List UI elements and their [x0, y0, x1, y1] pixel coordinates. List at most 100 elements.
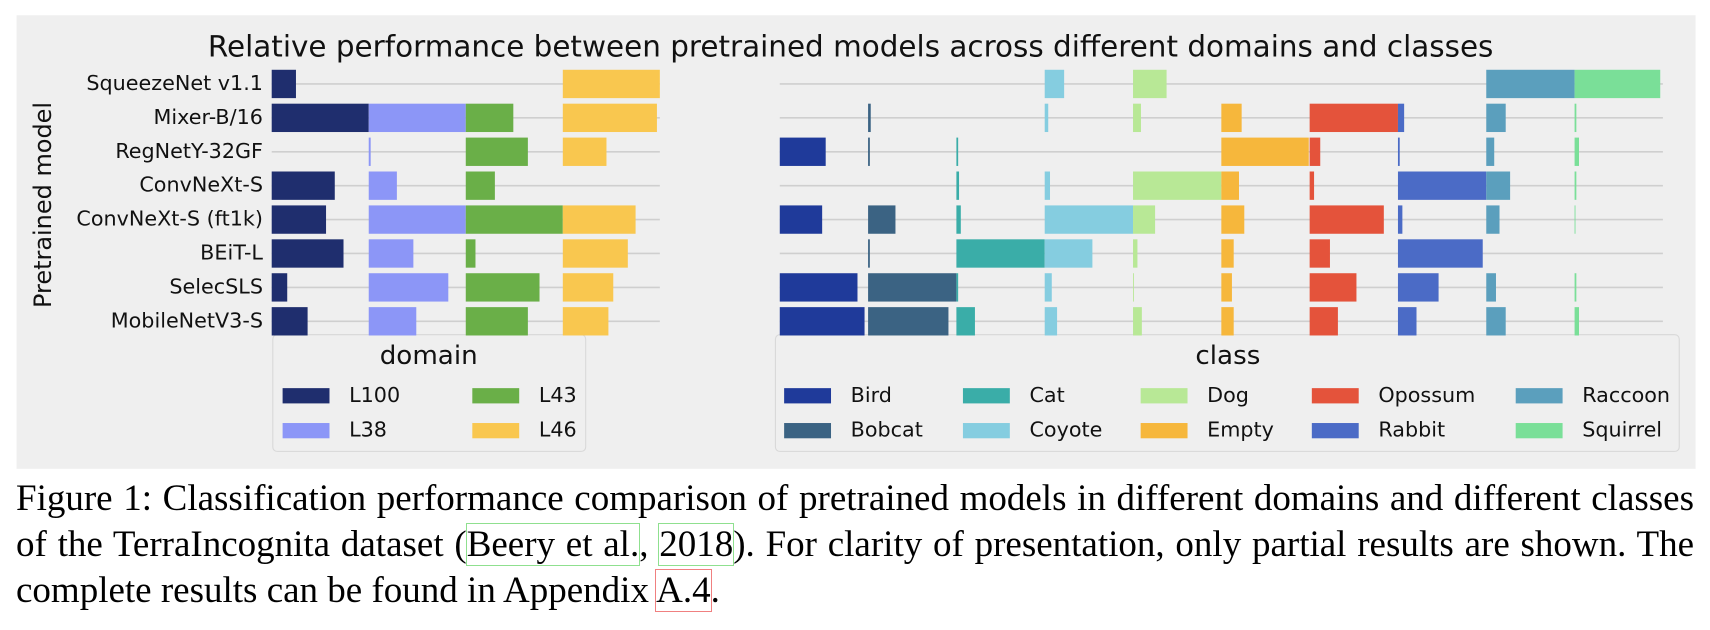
y-tick-label: SelecSLS — [169, 274, 263, 298]
bar — [1221, 307, 1234, 336]
legend-swatch — [1515, 423, 1563, 439]
y-tick-label: BEiT-L — [200, 240, 263, 264]
bar — [868, 273, 957, 302]
legend-swatch — [282, 388, 330, 404]
bar — [368, 137, 371, 166]
bar — [1133, 205, 1156, 234]
bar — [1486, 205, 1500, 234]
bar — [1309, 239, 1330, 268]
bar — [1044, 103, 1049, 133]
bar — [1133, 273, 1134, 302]
bar — [1397, 239, 1483, 268]
bar — [1397, 171, 1487, 200]
y-tick-label: Mixer-B/16 — [154, 105, 263, 129]
bar — [562, 137, 607, 166]
bar — [1221, 273, 1232, 302]
bar — [1397, 103, 1405, 133]
bar — [1574, 273, 1577, 302]
bar — [956, 307, 975, 336]
bar — [1486, 103, 1506, 133]
bar — [868, 205, 896, 234]
bar — [779, 307, 865, 336]
bar — [465, 103, 514, 133]
bar — [1574, 205, 1576, 234]
bar — [868, 307, 949, 336]
bar — [1397, 273, 1439, 302]
legend-swatch — [282, 423, 330, 439]
legend-label: Rabbit — [1378, 418, 1445, 442]
bar — [1397, 307, 1417, 336]
bar — [1044, 205, 1134, 234]
bar — [465, 171, 495, 200]
bar — [956, 205, 961, 234]
bar — [1044, 171, 1051, 200]
bar — [562, 273, 614, 302]
bar — [1044, 239, 1093, 268]
bar — [368, 103, 466, 133]
legend-swatch — [784, 423, 832, 439]
legend-label: Bird — [851, 383, 892, 407]
bar — [868, 239, 870, 268]
bar — [1133, 103, 1141, 133]
legend-label: Cat — [1029, 383, 1064, 407]
bar — [779, 205, 823, 234]
bar — [465, 137, 528, 166]
bar — [1133, 239, 1138, 268]
bar — [1133, 69, 1167, 99]
bar — [1574, 307, 1579, 336]
legend-swatch — [1311, 423, 1359, 439]
bar — [465, 205, 563, 234]
legend-label: Dog — [1207, 383, 1249, 407]
legend-label: Coyote — [1029, 418, 1102, 442]
bar — [1574, 103, 1577, 133]
bar — [956, 273, 959, 302]
bar — [1486, 137, 1495, 166]
y-axis-label: Pretrained model — [29, 102, 57, 308]
appendix-link[interactable]: A.4 — [655, 569, 712, 612]
legend-swatch — [962, 388, 1010, 404]
bar — [956, 137, 959, 166]
bar — [271, 205, 327, 234]
bar — [1221, 239, 1234, 268]
legend-label: Squirrel — [1582, 418, 1662, 442]
bar — [1309, 307, 1338, 336]
bar — [465, 239, 476, 268]
bar — [1221, 205, 1245, 234]
bar — [368, 205, 466, 234]
bar — [1044, 69, 1065, 99]
bar — [1044, 307, 1058, 336]
y-tick-label: MobileNetV3-S — [111, 308, 263, 332]
legend-swatch — [1515, 388, 1563, 404]
y-tick-label: RegNetY-32GF — [115, 139, 263, 163]
bar — [271, 69, 296, 99]
bar — [868, 103, 871, 133]
caption-text: ). For clarity of presentation, only par… — [16, 524, 1695, 611]
legend-label: Raccoon — [1582, 383, 1670, 407]
bar — [1486, 273, 1496, 302]
bar — [1309, 137, 1321, 166]
bar — [956, 239, 1045, 268]
citation-link[interactable]: Beery et al. — [465, 523, 641, 566]
y-tick-label: SqueezeNet v1.1 — [86, 71, 263, 95]
legend-label: L43 — [539, 383, 577, 407]
bar — [1397, 205, 1403, 234]
bar — [868, 137, 870, 166]
bar — [368, 239, 414, 268]
legend-label: Opossum — [1378, 383, 1475, 407]
bar — [1309, 273, 1357, 302]
chart: Relative performance between pretrained … — [16, 15, 1696, 469]
legend-label: L100 — [349, 383, 400, 407]
bar — [1221, 103, 1242, 133]
caption-text: Figure 1: Classification performance com… — [16, 478, 1694, 565]
bar — [1486, 307, 1506, 336]
bar — [271, 103, 369, 133]
legend-swatch — [472, 388, 520, 404]
citation-link[interactable]: 2018 — [658, 523, 735, 566]
bar — [1309, 205, 1384, 234]
legend-swatch — [1311, 388, 1359, 404]
bar — [1486, 171, 1511, 200]
legend-title: class — [1195, 341, 1260, 371]
bar — [562, 239, 628, 268]
bar — [956, 171, 960, 200]
